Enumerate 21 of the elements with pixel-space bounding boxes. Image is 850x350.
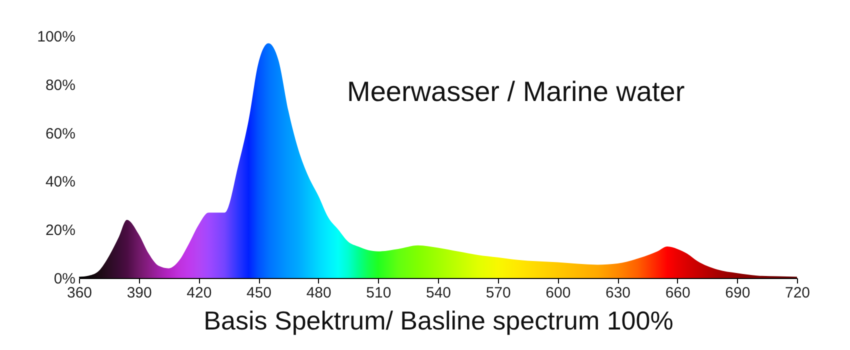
x-tick-label: 390 bbox=[126, 284, 152, 302]
x-tick-label: 480 bbox=[306, 284, 332, 302]
x-tick-label: 570 bbox=[486, 284, 511, 302]
y-tick-label: 20% bbox=[45, 222, 76, 240]
x-tick-label: 690 bbox=[725, 284, 750, 302]
y-tick-label: 60% bbox=[45, 125, 76, 142]
x-tick-label: 720 bbox=[784, 284, 810, 302]
x-tick-label: 420 bbox=[186, 284, 212, 302]
x-tick-label: 600 bbox=[546, 284, 571, 302]
x-tick-label: 660 bbox=[665, 284, 690, 302]
x-axis-title: Basis Spektrum/ Basline spectrum 100% bbox=[204, 306, 674, 336]
x-tick-label: 450 bbox=[246, 284, 272, 302]
x-tick-label: 630 bbox=[605, 284, 631, 302]
y-tick-label: 80% bbox=[45, 76, 76, 94]
x-tick-label: 540 bbox=[426, 284, 452, 302]
y-tick-label: 40% bbox=[45, 174, 76, 191]
x-tick-label: 510 bbox=[366, 284, 392, 302]
y-tick-label: 100% bbox=[37, 28, 76, 46]
x-tick-label: 360 bbox=[66, 284, 92, 302]
annotation: Meerwasser / Marine water bbox=[347, 76, 685, 107]
y-tick-label: 0% bbox=[54, 270, 76, 288]
